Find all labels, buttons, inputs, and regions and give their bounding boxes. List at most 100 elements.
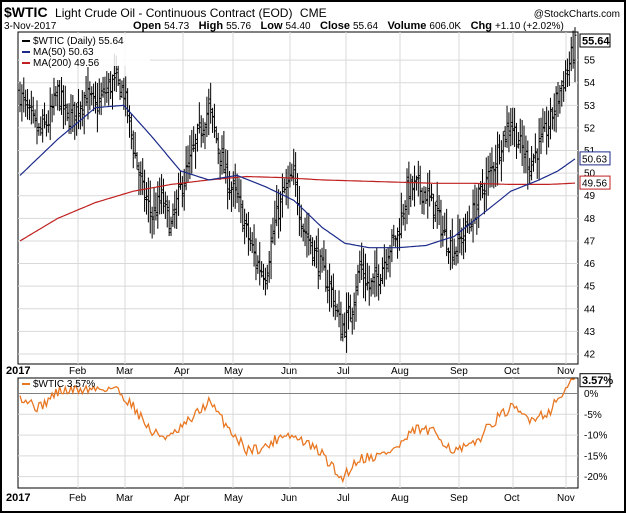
ohlc-bar xyxy=(116,65,120,86)
price-y-axis-labels: 4243444546474849505152535455 xyxy=(584,56,596,361)
price-y-tick: 54 xyxy=(584,78,596,89)
indicator-x-tick: Mar xyxy=(116,493,134,504)
ohlc-bar xyxy=(246,211,250,256)
ma50-line xyxy=(19,104,576,249)
ohlc-bar xyxy=(280,173,284,218)
price-x-tick: Apr xyxy=(174,366,190,377)
ohlc-bar xyxy=(531,153,535,172)
ohlc-bar xyxy=(256,255,260,274)
ohlc-bar xyxy=(477,183,481,229)
ohlc-bar xyxy=(377,264,381,301)
price-x-tick: Aug xyxy=(391,366,409,377)
indicator-x-tick: May xyxy=(224,493,243,504)
ohlc-bar xyxy=(445,208,449,257)
ohlc-bar xyxy=(197,102,201,134)
ohlc-bar xyxy=(205,96,209,138)
ohlc-bar xyxy=(403,200,407,231)
ohlc-bar xyxy=(522,125,526,174)
ohlc-bar xyxy=(111,74,114,110)
indicator-last-flag xyxy=(579,373,611,388)
price-y-tick: 44 xyxy=(584,304,596,315)
ohlc-bar xyxy=(222,130,226,174)
ohlc-bar xyxy=(375,247,379,297)
indicator-x-tick: Sep xyxy=(450,493,468,504)
ohlc-bar xyxy=(58,80,62,112)
price-x-axis-labels: Feb Mar Apr May Jun Jul Aug Sep Oct Nov xyxy=(69,366,575,377)
ohlc-bar xyxy=(345,292,349,353)
ohlc-bar xyxy=(60,77,64,115)
price-y-tick: 42 xyxy=(584,349,596,360)
ohlc-bar xyxy=(541,108,545,143)
ohlc-bar xyxy=(107,73,111,106)
price-x-tick: Nov xyxy=(557,366,575,377)
legend-ma200: MA(200) 49.56 xyxy=(33,58,100,69)
indicator-y-axis-labels: -20% -15% -10% -5% 0% xyxy=(584,389,607,483)
ohlc-bar xyxy=(109,71,113,100)
ohlc-bar xyxy=(411,175,415,201)
ohlc-bar xyxy=(556,82,560,118)
ohlc-bar xyxy=(124,76,128,117)
ohlc-bar xyxy=(158,177,162,215)
ma50-last-value: 50.63 xyxy=(582,154,607,165)
ohlc-bar xyxy=(279,191,283,232)
legend-price: $WTIC (Daily) 55.64 xyxy=(33,36,124,47)
ohlc-bar xyxy=(501,131,505,162)
ohlc-bar xyxy=(424,186,428,205)
indicator-legend: $WTIC 3.57% xyxy=(22,379,95,390)
ohlc-bar xyxy=(120,80,124,99)
ohlc-bar xyxy=(503,126,507,148)
ohlc-bar xyxy=(154,192,158,221)
price-y-tick: 55 xyxy=(584,56,596,67)
ohlc-bar xyxy=(286,165,290,209)
price-y-tick: 53 xyxy=(584,101,596,112)
ohlc-bar xyxy=(573,27,577,83)
price-x-tick: Oct xyxy=(504,366,520,377)
ohlc-bar xyxy=(397,218,401,251)
ohlc-bar xyxy=(505,105,509,148)
ohlc-bar xyxy=(54,85,58,107)
ohlc-bar xyxy=(133,131,137,159)
indicator-panel-frame xyxy=(17,377,579,489)
ohlc-bar xyxy=(24,89,28,117)
ohlc-bar xyxy=(144,182,148,215)
ohlc-bar xyxy=(99,82,103,116)
ohlc-bar xyxy=(161,178,165,214)
ohlc-bar xyxy=(405,168,409,225)
price-last-flag xyxy=(579,33,611,48)
ohlc-bar xyxy=(163,191,167,219)
ohlc-bar xyxy=(254,238,258,281)
ohlc-bar xyxy=(426,172,430,219)
price-legend: $WTIC (Daily) 55.64 MA(50) 50.63 MA(200)… xyxy=(20,34,150,69)
ohlc-bar xyxy=(165,195,169,228)
ohlc-bar xyxy=(433,201,437,223)
ohlc-bar xyxy=(260,261,264,278)
ma200-last-flag xyxy=(579,175,611,190)
ohlc-bar xyxy=(469,218,473,232)
ohlc-bar xyxy=(516,131,520,149)
ohlc-bar xyxy=(520,119,524,167)
ohlc-bar xyxy=(456,214,460,264)
ohlc-bar xyxy=(214,126,218,144)
price-y-tick: 43 xyxy=(584,327,596,338)
ohlc-bar xyxy=(78,101,82,130)
indicator-grid xyxy=(18,378,578,488)
ohlc-bar xyxy=(530,145,534,181)
ohlc-bar xyxy=(303,217,307,247)
price-y-tick: 52 xyxy=(584,123,596,134)
ohlc-bar xyxy=(241,200,245,233)
ohlc-bar xyxy=(216,132,220,165)
ohlc-bar xyxy=(141,158,145,195)
ohlc-bar xyxy=(61,85,65,130)
ohlc-bar xyxy=(371,273,375,295)
ohlc-bar xyxy=(105,71,109,103)
ohlc-bar xyxy=(245,213,249,238)
ohlc-bar xyxy=(182,168,186,211)
indicator-x-tick: Oct xyxy=(504,493,520,504)
ohlc-bar xyxy=(443,212,447,236)
price-y-tick: 47 xyxy=(584,236,596,247)
ohlc-bar xyxy=(369,278,373,297)
ohlc-bar xyxy=(152,187,156,235)
ohlc-bar xyxy=(326,269,330,304)
ohlc-bar xyxy=(360,242,364,280)
ohlc-bar xyxy=(482,182,486,215)
